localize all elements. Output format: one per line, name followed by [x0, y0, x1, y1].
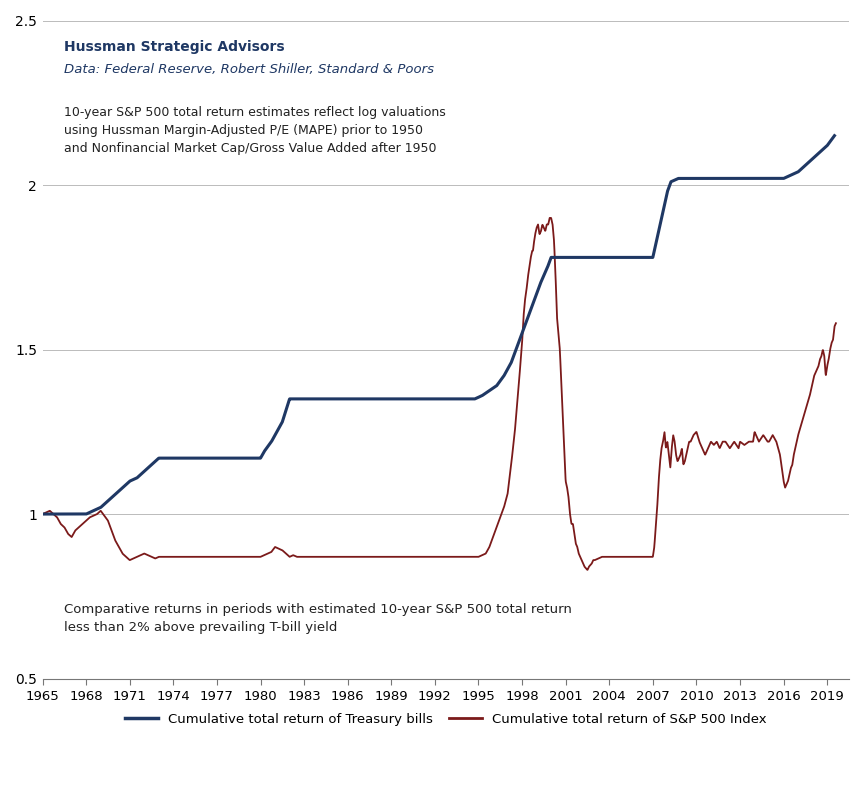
Text: Hussman Strategic Advisors: Hussman Strategic Advisors	[64, 40, 285, 54]
Text: Data: Federal Reserve, Robert Shiller, Standard & Poors: Data: Federal Reserve, Robert Shiller, S…	[64, 63, 435, 77]
Text: Comparative returns in periods with estimated 10-year S&P 500 total return
less : Comparative returns in periods with esti…	[64, 603, 572, 634]
Text: 10-year S&P 500 total return estimates reflect log valuations
using Hussman Marg: 10-year S&P 500 total return estimates r…	[64, 106, 446, 155]
Legend: Cumulative total return of Treasury bills, Cumulative total return of S&P 500 In: Cumulative total return of Treasury bill…	[119, 708, 772, 731]
